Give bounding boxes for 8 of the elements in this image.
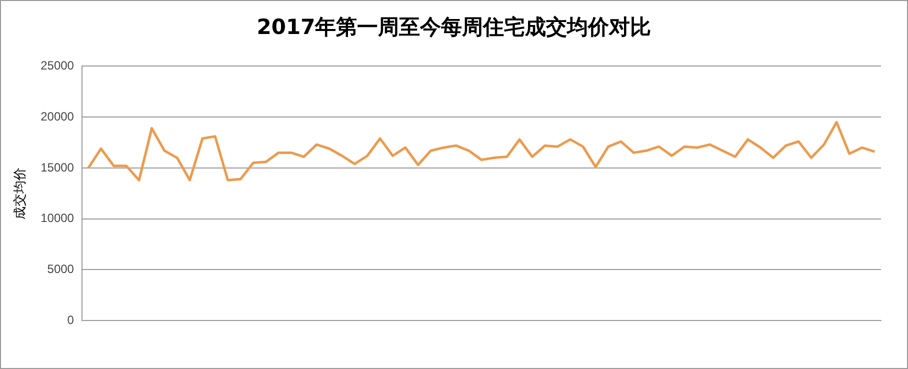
y-tick-label: 5000 [47, 262, 74, 276]
y-tick-label: 0 [67, 312, 74, 327]
y-tick-label: 10000 [40, 211, 74, 226]
y-tick-label: 15000 [40, 160, 74, 174]
y-axis-title: 成交均价 [12, 167, 28, 220]
y-tick-label: 25000 [40, 58, 74, 73]
chart-title: 2017年第一周至今每周住宅成交均价对比 [256, 14, 652, 41]
y-tick-label: 20000 [40, 109, 74, 124]
